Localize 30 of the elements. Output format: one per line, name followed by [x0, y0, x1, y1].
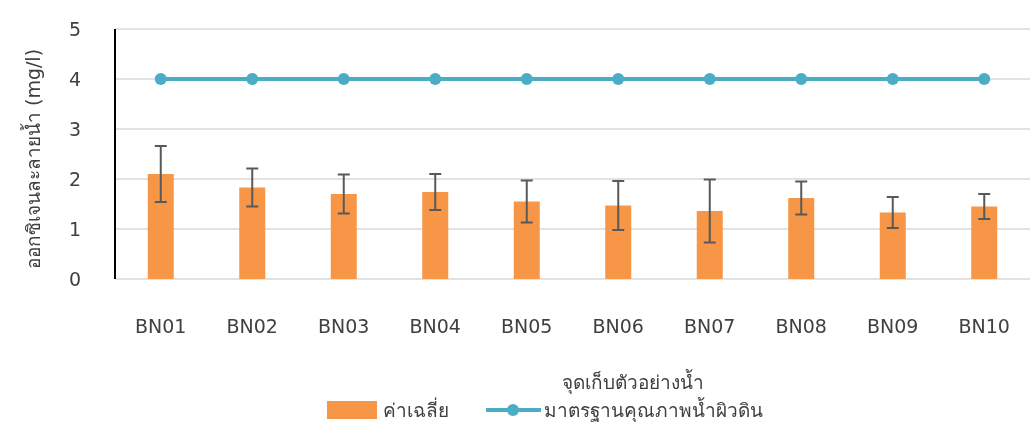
x-tick-label: BN05 [501, 315, 553, 337]
y-tick-label: 2 [68, 168, 82, 190]
bar [422, 192, 449, 279]
bar [788, 198, 815, 279]
x-tick-label: BN04 [409, 315, 461, 337]
bar [696, 211, 723, 279]
bar [330, 194, 357, 279]
bar [239, 187, 266, 279]
y-axis-title: ออกซิเจนละลายน้ำ (mg/l) [20, 48, 44, 270]
bar [147, 174, 174, 279]
x-tick-label: BN10 [958, 315, 1010, 337]
x-tick-label: BN06 [592, 315, 644, 337]
bar [879, 212, 906, 279]
y-tick-label: 3 [68, 118, 82, 140]
x-tick-label: BN08 [775, 315, 827, 337]
y-tick-label: 1 [68, 218, 82, 240]
x-tick-label: BN02 [226, 315, 278, 337]
x-tick-label: BN01 [135, 315, 187, 337]
x-tick-label: BN07 [684, 315, 736, 337]
y-tick-label: 5 [68, 18, 82, 40]
bar [513, 201, 540, 279]
bar [971, 206, 998, 279]
x-tick-label: BN09 [867, 315, 919, 337]
legend-label: มาตรฐานคุณภาพน้ำผิวดิน [544, 397, 763, 423]
y-tick-label: 0 [68, 268, 82, 290]
legend-label: ค่าเฉลี่ย [383, 397, 449, 421]
x-axis-title: จุดเก็บตัวอย่างน้ำ [561, 369, 704, 395]
x-tick-label: BN03 [318, 315, 370, 337]
y-tick-label: 4 [68, 68, 82, 90]
bar [605, 205, 632, 279]
